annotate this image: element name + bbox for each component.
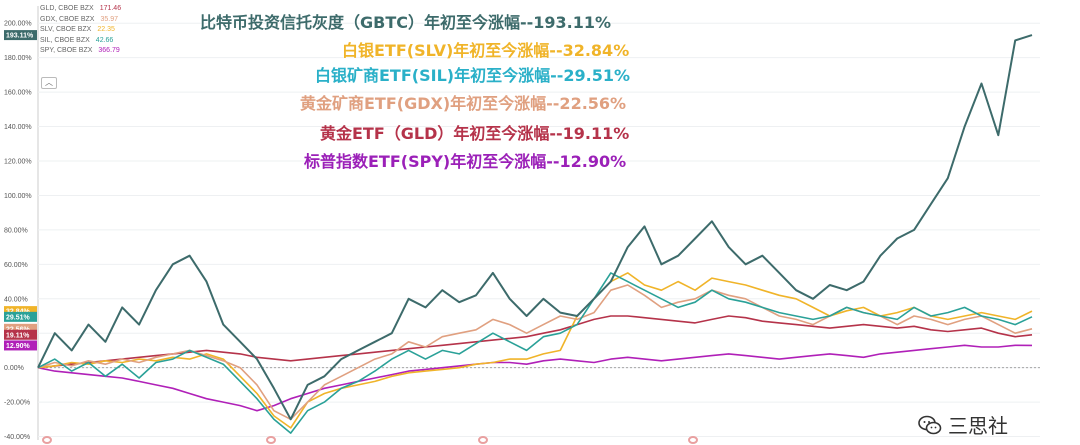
legend-item[interactable]: GLD, CBOE BZX 171.46 xyxy=(40,4,121,15)
legend-value: 35.97 xyxy=(100,15,118,23)
y-tick-label: 140.00% xyxy=(4,124,32,131)
legend-item[interactable]: SPY, CBOE BZX 366.79 xyxy=(40,46,121,57)
y-tick-label: 100.00% xyxy=(4,193,32,200)
title-sil: 白银矿商ETF(SIL)年初至今涨幅--29.51% xyxy=(315,66,630,85)
time-axis-marker[interactable] xyxy=(266,436,276,444)
last-value-badge xyxy=(4,323,37,334)
last-value-badge-label: 29.51% xyxy=(6,314,31,321)
legend-item[interactable]: SIL, CBOE BZX 42.66 xyxy=(40,36,121,47)
last-value-badge xyxy=(4,306,37,317)
collapse-legend-button[interactable]: ︿ xyxy=(41,77,57,89)
legend-label: GLD, CBOE BZX xyxy=(40,5,94,12)
y-tick-label: 120.00% xyxy=(4,159,32,166)
time-axis-marker[interactable] xyxy=(42,436,52,444)
title-spy: 标普指数ETF(SPY)年初至今涨幅--12.90% xyxy=(304,152,627,171)
last-value-badge xyxy=(4,311,37,322)
wechat-icon xyxy=(918,415,942,434)
title-slv: 白银ETF(SLV)年初至今涨幅--32.84% xyxy=(342,41,630,60)
y-tick-label: 40.00% xyxy=(4,296,28,303)
legend-item[interactable]: GDX, CBOE BZX 35.97 xyxy=(40,15,121,26)
y-tick-label: 60.00% xyxy=(4,262,28,269)
legend-value: 366.79 xyxy=(98,47,120,54)
y-tick-label: 80.00% xyxy=(4,227,28,234)
title-gld: 黄金ETF（GLD）年初至今涨幅--19.11% xyxy=(320,124,630,143)
watermark-text: 三思社 xyxy=(948,414,1008,438)
legend-label: GDX, CBOE BZX xyxy=(40,15,95,23)
series-line-spy xyxy=(37,344,1033,412)
y-tick-label: -20.00% xyxy=(4,400,30,407)
y-tick-label: 180.00% xyxy=(4,55,32,62)
last-value-badge xyxy=(4,340,37,351)
series-line-gbtc xyxy=(37,34,1033,421)
legend-label: SPY, CBOE BZX xyxy=(40,47,93,54)
last-value-badge xyxy=(4,329,37,340)
series-line-sil xyxy=(37,272,1033,434)
legend-label: SIL, CBOE BZX xyxy=(40,36,90,44)
last-value-badge xyxy=(4,30,37,41)
y-tick-label: -40.00% xyxy=(4,434,30,441)
legend-value: 22.35 xyxy=(97,26,115,33)
time-axis-marker[interactable] xyxy=(478,436,488,444)
title-gbtc: 比特币投资信托灰度（GBTC）年初至今涨幅--193.11% xyxy=(200,13,612,32)
y-tick-label: 160.00% xyxy=(4,90,32,97)
series-line-gld xyxy=(37,315,1033,369)
title-gdx: 黄金矿商ETF(GDX)年初至今涨幅--22.56% xyxy=(300,94,627,113)
last-value-badge-label: 12.90% xyxy=(6,343,31,350)
legend-item[interactable]: SLV, CBOE BZX 22.35 xyxy=(40,25,121,36)
time-axis-marker[interactable] xyxy=(688,436,698,444)
legend-value: 42.66 xyxy=(95,36,114,44)
watermark: 三思社 xyxy=(918,410,1008,439)
legend-value: 171.46 xyxy=(99,5,122,12)
y-tick-label: 0.00% xyxy=(4,365,24,372)
legend-label: SLV, CBOE BZX xyxy=(40,26,92,33)
symbol-legend: GLD, CBOE BZX 171.46 GDX, CBOE BZX 35.97 S… xyxy=(40,4,121,57)
y-tick-label: 200.00% xyxy=(4,21,32,28)
last-value-badge-label: 193.11% xyxy=(6,33,34,40)
last-value-badge-label: 19.11% xyxy=(6,332,30,339)
